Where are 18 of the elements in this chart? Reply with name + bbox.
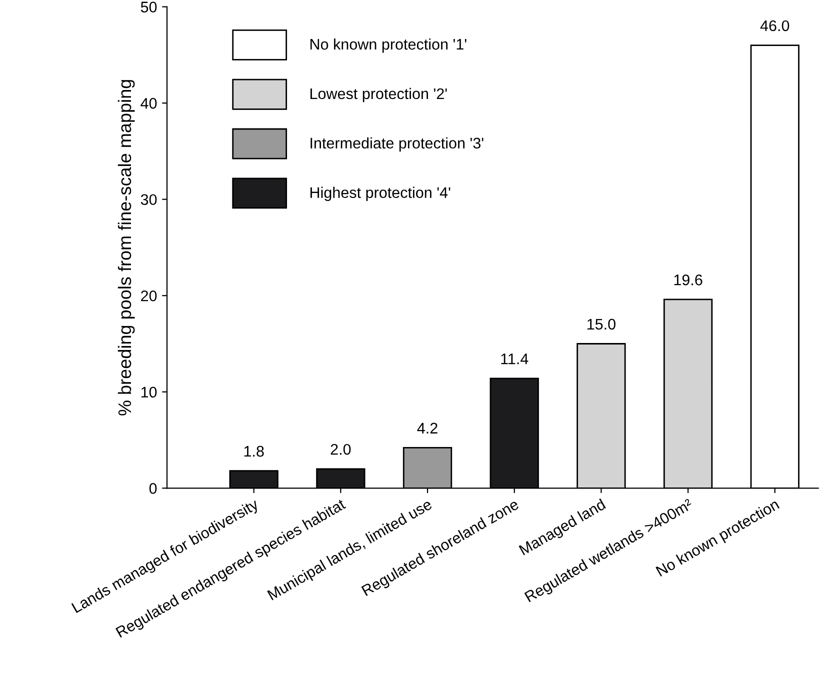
y-tick-label: 50 — [140, 2, 157, 12]
y-tick-label: 20 — [141, 290, 157, 302]
data-label: 46.0 — [760, 20, 790, 32]
y-tick-label: 10 — [141, 386, 157, 398]
legend-label: Highest protection '4' — [310, 186, 450, 201]
legend-label: Intermediate protection '3' — [310, 137, 484, 152]
data-label: 2.0 — [330, 444, 351, 455]
data-label: 1.8 — [244, 446, 264, 457]
legend-label: Lowest protection '2' — [310, 88, 447, 102]
data-label: 11.4 — [501, 354, 528, 364]
data-label: 19.6 — [674, 274, 702, 286]
y-tick-label: 0 — [149, 483, 157, 494]
y-tick-label: 30 — [140, 194, 157, 206]
y-tick-label: 40 — [140, 98, 157, 109]
data-label: 4.2 — [417, 422, 438, 434]
legend-label: No known protection '1' — [310, 38, 466, 53]
data-label: 15.0 — [588, 318, 616, 330]
y-axis-title: % breeding pools from fine-scale mapping — [118, 80, 135, 416]
